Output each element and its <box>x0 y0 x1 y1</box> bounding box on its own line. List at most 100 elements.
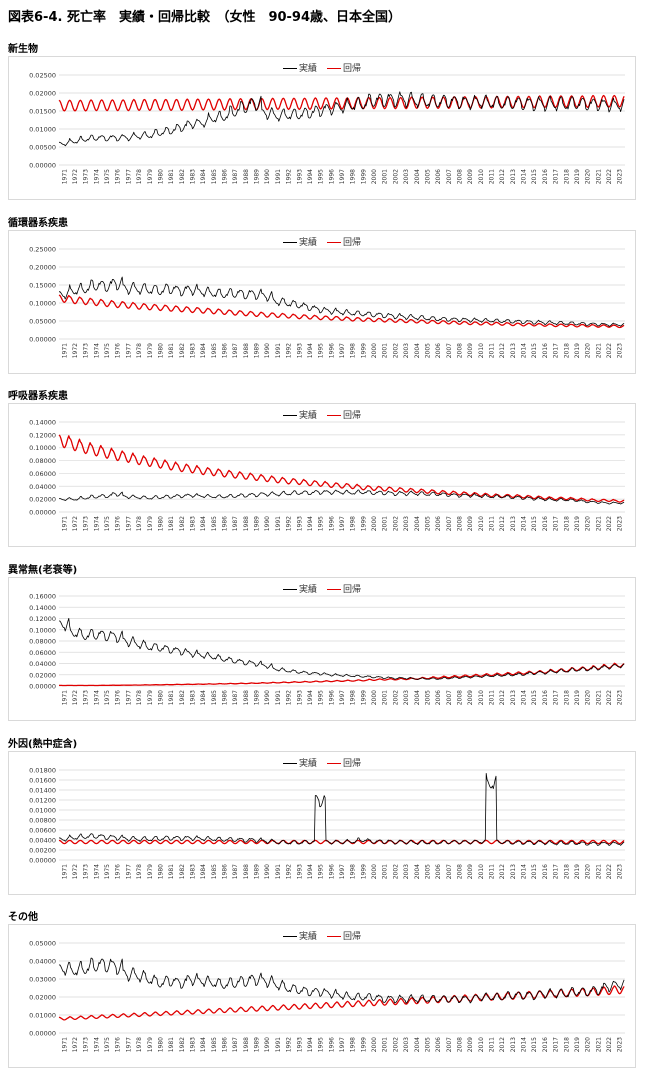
legend-swatch-actual <box>282 68 297 69</box>
x-tick-label: 2023 <box>617 690 624 705</box>
legend-swatch-regression <box>327 68 341 69</box>
x-tick-label: 1999 <box>360 343 367 358</box>
x-tick-label: 2011 <box>489 343 496 358</box>
x-tick-label: 1998 <box>350 343 357 358</box>
y-tick-label: 0.10000 <box>29 444 56 452</box>
x-tick-label: 1995 <box>318 516 325 531</box>
x-tick-label: 2012 <box>499 343 506 358</box>
y-tick-label: 0.14000 <box>29 604 56 612</box>
x-tick-label: 2007 <box>446 343 453 358</box>
x-tick-label: 1987 <box>232 343 239 358</box>
x-tick-label: 2007 <box>446 690 453 705</box>
x-tick-label: 2017 <box>553 864 560 879</box>
x-tick-label: 2012 <box>499 864 506 879</box>
chart-legend: 実績 回帰 <box>9 756 635 769</box>
x-tick-label: 2010 <box>478 169 485 184</box>
x-tick-label: 1974 <box>93 690 100 705</box>
x-tick-label: 2021 <box>595 690 602 705</box>
x-tick-label: 2006 <box>435 516 442 531</box>
y-tick-label: 0.01000 <box>29 1012 56 1020</box>
y-tick-label: 0.06000 <box>29 649 56 657</box>
x-tick-label: 1998 <box>350 1037 357 1052</box>
y-tick-label: 0.02000 <box>29 496 56 504</box>
x-tick-label: 2010 <box>478 864 485 879</box>
x-tick-label: 2014 <box>521 1037 528 1052</box>
x-tick-label: 2006 <box>435 864 442 879</box>
y-tick-label: 0.00000 <box>29 1030 56 1038</box>
x-tick-label: 2012 <box>499 690 506 705</box>
y-tick-label: 0.00800 <box>29 817 56 825</box>
legend-label-regression: 回帰 <box>343 932 362 942</box>
x-tick-label: 1999 <box>360 169 367 184</box>
x-tick-label: 2008 <box>456 343 463 358</box>
x-tick-label: 2020 <box>585 1037 592 1052</box>
x-tick-label: 1995 <box>318 169 325 184</box>
x-tick-label: 2018 <box>563 690 570 705</box>
x-tick-label: 1976 <box>115 690 122 705</box>
legend-label-actual: 実績 <box>298 64 317 74</box>
legend-swatch-actual <box>282 763 297 764</box>
legend-label-regression: 回帰 <box>343 585 362 595</box>
x-tick-label: 1977 <box>125 690 132 705</box>
y-tick-label: 0.00400 <box>29 837 56 845</box>
chart-svg: 0.00000 0.05000 0.10000 0.15000 0.20000 0.250… <box>29 246 625 358</box>
x-tick-label: 2012 <box>499 169 506 184</box>
y-tick-label: 0.00000 <box>29 683 56 691</box>
x-tick-label: 2004 <box>414 169 421 184</box>
y-tick-label: 0.05000 <box>29 940 56 948</box>
x-tick-label: 2002 <box>392 343 399 358</box>
x-tick-label: 2014 <box>521 516 528 531</box>
x-tick-label: 1996 <box>328 690 335 705</box>
x-tick-label: 1997 <box>339 343 346 358</box>
x-tick-label: 2010 <box>478 1037 485 1052</box>
x-tick-label: 1986 <box>222 516 229 531</box>
x-tick-label: 2016 <box>542 690 549 705</box>
x-tick-label: 1975 <box>104 343 111 358</box>
x-tick-label: 2015 <box>531 516 538 531</box>
x-tick-label: 2017 <box>553 516 560 531</box>
x-tick-label: 1974 <box>93 343 100 358</box>
y-tick-label: 0.04000 <box>29 958 56 966</box>
x-tick-label: 1994 <box>307 690 314 705</box>
x-tick-label: 2004 <box>414 343 421 358</box>
x-tick-label: 2000 <box>371 516 378 531</box>
x-tick-label: 1998 <box>350 690 357 705</box>
x-tick-label: 2001 <box>382 864 389 879</box>
x-tick-label: 1996 <box>328 169 335 184</box>
x-tick-label: 1974 <box>93 169 100 184</box>
x-tick-label: 2003 <box>403 516 410 531</box>
x-tick-label: 1995 <box>318 864 325 879</box>
x-tick-label: 1986 <box>222 690 229 705</box>
x-tick-label: 1976 <box>115 516 122 531</box>
x-tick-label: 2014 <box>521 343 528 358</box>
legend-item-actual: 実績 <box>282 61 317 74</box>
x-tick-label: 2017 <box>553 690 560 705</box>
y-tick-label: 0.01500 <box>29 108 56 116</box>
x-tick-label: 1981 <box>168 169 175 184</box>
x-tick-label: 2006 <box>435 343 442 358</box>
y-tick-label: 0.00000 <box>29 857 56 865</box>
x-tick-label: 2015 <box>531 864 538 879</box>
x-tick-label: 1974 <box>93 864 100 879</box>
x-tick-label: 1997 <box>339 864 346 879</box>
x-tick-label: 1971 <box>61 516 68 531</box>
x-tick-label: 1988 <box>243 690 250 705</box>
chart-panel: 実績 回帰 0.00000 0.01000 0.02000 0.03000 0.04000 0… <box>8 924 636 1068</box>
x-tick-label: 1982 <box>179 169 186 184</box>
legend-item-actual: 実績 <box>282 235 317 248</box>
x-tick-label: 2015 <box>531 169 538 184</box>
x-tick-label: 1990 <box>264 1037 271 1052</box>
x-tick-label: 2021 <box>595 864 602 879</box>
x-tick-label: 1982 <box>179 516 186 531</box>
x-tick-label: 1977 <box>125 516 132 531</box>
x-tick-label: 1989 <box>254 169 261 184</box>
x-tick-label: 1983 <box>189 864 196 879</box>
series-line-regression <box>58 294 625 329</box>
x-tick-label: 1988 <box>243 343 250 358</box>
x-tick-label: 2002 <box>392 516 399 531</box>
y-tick-label: 0.05000 <box>29 318 56 326</box>
y-tick-label: 0.25000 <box>29 246 56 254</box>
x-tick-label: 2019 <box>574 690 581 705</box>
x-tick-label: 1971 <box>61 343 68 358</box>
x-tick-label: 1978 <box>136 516 143 531</box>
